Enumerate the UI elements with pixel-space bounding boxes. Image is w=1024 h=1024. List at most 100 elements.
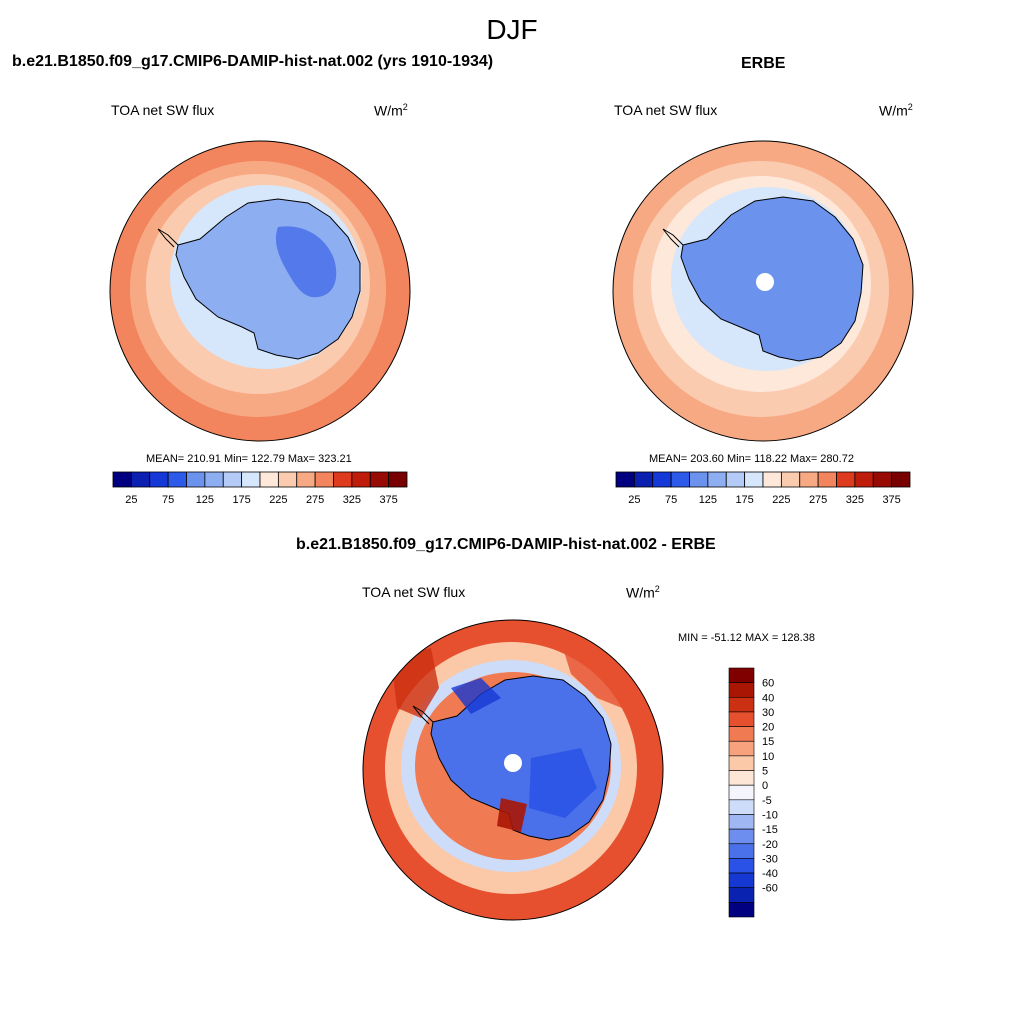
colorbar-box xyxy=(728,902,755,918)
colorbar-tick-label: 10 xyxy=(762,751,774,763)
colorbar-box xyxy=(728,770,755,786)
colorbar-box xyxy=(728,814,755,830)
colorbar-box xyxy=(728,799,755,815)
panel1-title: b.e21.B1850.f09_g17.CMIP6-DAMIP-hist-nat… xyxy=(12,53,494,70)
colorbar-box xyxy=(728,711,755,727)
colorbar-box xyxy=(728,828,755,845)
panel1-map-border xyxy=(109,140,411,442)
colorbar-tick-label: -5 xyxy=(762,795,772,807)
panel1-polar-map xyxy=(109,140,411,442)
colorbar-tick-label: 0 xyxy=(762,780,768,792)
colorbar-box xyxy=(314,471,334,488)
colorbar-tick-label: 125 xyxy=(699,494,717,506)
colorbar-tick-label: -15 xyxy=(762,824,778,836)
colorbar-tick-label: 275 xyxy=(306,494,324,506)
colorbar-box xyxy=(167,471,187,488)
colorbar-box xyxy=(728,755,755,771)
colorbar-box xyxy=(728,784,755,801)
panel2-title: ERBE xyxy=(741,55,786,72)
colorbar-box xyxy=(725,471,746,488)
colorbar-box xyxy=(817,471,837,488)
panel2-pole-gap xyxy=(756,273,774,291)
colorbar-tick-label: 275 xyxy=(809,494,827,506)
colorbar-tick-label: 25 xyxy=(628,494,640,506)
panel1-units: W/m2 xyxy=(374,102,408,119)
colorbar-box xyxy=(854,471,874,488)
colorbar-box xyxy=(222,471,243,488)
panel3-units: W/m2 xyxy=(626,584,660,601)
colorbar-tick-label: -20 xyxy=(762,839,778,851)
colorbar-box xyxy=(891,471,911,488)
colorbar-tick-label: 225 xyxy=(772,494,790,506)
colorbar-box xyxy=(277,471,298,488)
colorbar-tick-label: 325 xyxy=(846,494,864,506)
colorbar-tick-label: 375 xyxy=(882,494,900,506)
panel2-units-exp: 2 xyxy=(907,102,913,112)
colorbar-tick-label: 30 xyxy=(762,707,774,719)
colorbar-box xyxy=(780,471,801,488)
panel3-warm-patch-coast xyxy=(497,798,527,832)
colorbar-box xyxy=(296,471,316,488)
colorbar-box xyxy=(388,471,408,488)
panel1-units-base: W/m xyxy=(374,102,403,119)
panel2-polar-map xyxy=(612,140,914,442)
colorbar-tick-label: 5 xyxy=(762,766,768,778)
colorbar-tick-label: 75 xyxy=(665,494,677,506)
colorbar-tick-label: 175 xyxy=(735,494,753,506)
colorbar-box xyxy=(744,471,764,488)
panel3-cool-patch-1 xyxy=(451,678,501,714)
panel3-polar-map xyxy=(362,619,664,921)
colorbar-box xyxy=(728,872,755,889)
panel2-units: W/m2 xyxy=(879,102,913,119)
panel3-title: b.e21.B1850.f09_g17.CMIP6-DAMIP-hist-nat… xyxy=(296,536,716,553)
colorbar-tick-label: 25 xyxy=(125,494,137,506)
panel2-colorbar: 25 75 125 175 225 275 325 375 xyxy=(615,471,911,506)
panel1-colorbar: 25 75 125 175 225 275 325 375 xyxy=(112,471,408,506)
panel2-map-border xyxy=(612,140,914,442)
colorbar-tick-label: 375 xyxy=(379,494,397,506)
colorbar-box xyxy=(728,740,755,757)
colorbar-tick-label: -40 xyxy=(762,868,778,880)
colorbar-box xyxy=(351,471,371,488)
colorbar-box xyxy=(259,471,279,488)
panel1-units-exp: 2 xyxy=(402,102,408,112)
colorbar-tick-label: 175 xyxy=(232,494,250,506)
colorbar-box xyxy=(707,471,727,488)
colorbar-box xyxy=(652,471,672,488)
colorbar-box xyxy=(186,471,206,488)
colorbar-box xyxy=(689,471,709,488)
colorbar-tick-label: 60 xyxy=(762,678,774,690)
panel3-units-base: W/m xyxy=(626,584,655,601)
colorbar-box xyxy=(799,471,819,488)
colorbar-tick-label: -60 xyxy=(762,883,778,895)
panel1-variable-label: TOA net SW flux xyxy=(111,102,215,118)
colorbar-tick-label: 325 xyxy=(343,494,361,506)
colorbar-box xyxy=(762,471,782,488)
panel1-interior-low xyxy=(275,226,337,298)
colorbar-box xyxy=(615,471,635,488)
panel3-variable-label: TOA net SW flux xyxy=(362,584,466,600)
panel1-peninsula xyxy=(157,228,179,248)
colorbar-tick-label: 20 xyxy=(762,722,774,734)
colorbar-tick-label: 15 xyxy=(762,736,774,748)
panel3-map-border xyxy=(362,619,664,921)
colorbar-box xyxy=(204,471,224,488)
panel3-units-exp: 2 xyxy=(654,584,660,594)
panel2-variable-label: TOA net SW flux xyxy=(614,102,718,118)
colorbar-box xyxy=(333,471,353,488)
colorbar-tick-label: 225 xyxy=(269,494,287,506)
colorbar-box xyxy=(130,471,151,488)
panel3-cool-patch-2 xyxy=(529,748,597,818)
colorbar-box xyxy=(728,696,755,713)
colorbar-tick-label: 75 xyxy=(162,494,174,506)
panel2-units-base: W/m xyxy=(879,102,908,119)
colorbar-tick-label: 40 xyxy=(762,692,774,704)
colorbar-box xyxy=(728,843,755,859)
colorbar-box xyxy=(670,471,690,488)
panel3-colorbar: 60 40 30 20 15 10 5 0 -5 -10 -15 -20 -30 -40 -60 xyxy=(728,667,778,918)
panel3-peninsula xyxy=(412,705,434,725)
colorbar-box xyxy=(728,726,755,742)
colorbar-tick-label: 125 xyxy=(196,494,214,506)
colorbar-box xyxy=(728,887,755,903)
figure-title: DJF xyxy=(486,14,538,45)
